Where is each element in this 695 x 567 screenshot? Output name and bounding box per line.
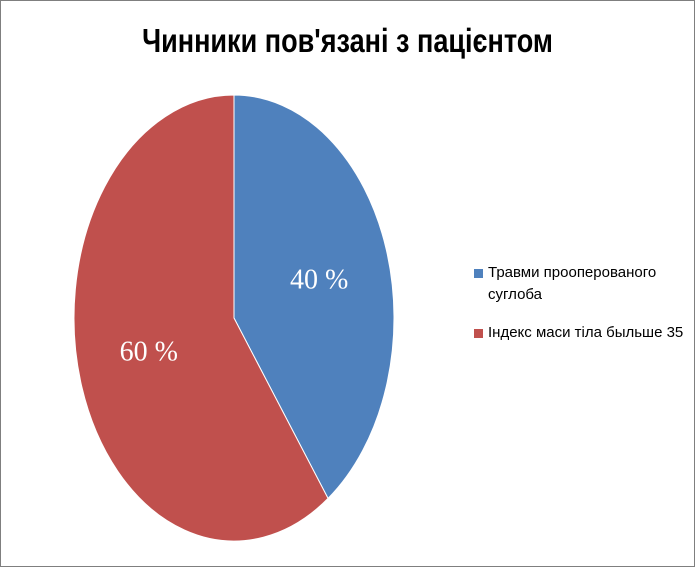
legend-swatch-bmi [474, 329, 483, 338]
pie-label-injury: 40 % [290, 265, 348, 296]
pie-label-bmi: 60 % [120, 336, 178, 367]
legend-item-bmi: Індекс маси тіла быльше 35 [474, 322, 689, 344]
pie-slice-bmi [73, 94, 329, 542]
legend-swatch-injury [474, 269, 483, 278]
chart-title: Чинники пов'язані з пацієнтом [142, 22, 553, 59]
legend-label-bmi: Індекс маси тіла быльше 35 [488, 324, 684, 341]
legend-label-injury: Травми прооперованого суглоба [488, 264, 657, 303]
legend: Травми прооперованого суглоба Індекс мас… [474, 262, 689, 360]
legend-item-injury: Травми прооперованого суглоба [474, 262, 689, 306]
pie-slice-injury [233, 94, 395, 500]
